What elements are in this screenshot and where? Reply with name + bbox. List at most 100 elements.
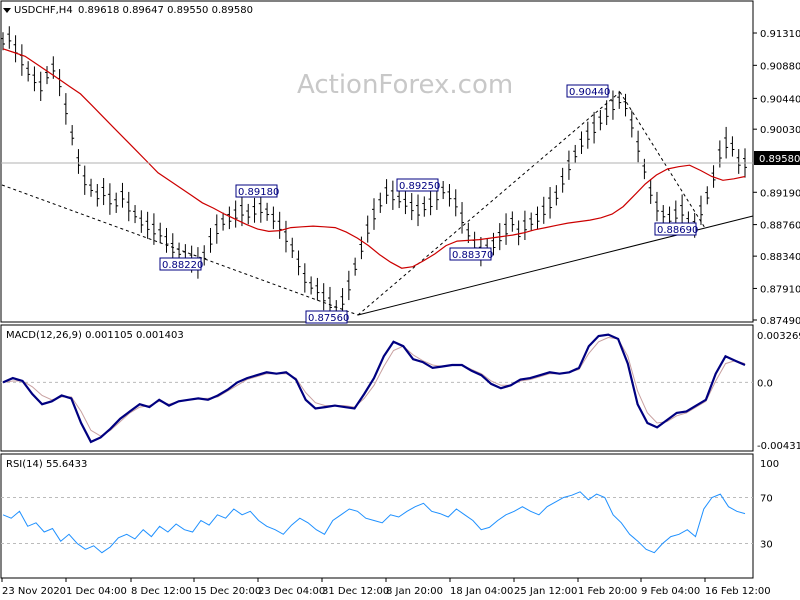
price-bar [384,179,389,204]
price-bar [447,184,452,207]
current-price-marker [754,151,800,165]
x-tick-label: 1 Feb 20:00 [578,586,637,597]
price-bar [466,222,471,243]
price-bar [32,66,37,92]
price-series-layer [1,26,753,321]
x-tick-label: 23 Nov 2020 [2,586,66,597]
price-bar [63,93,68,125]
price-bar [453,189,458,217]
price-bar [246,203,251,225]
price-bar [139,210,144,233]
price-bar [101,178,106,206]
macd-panel-frame [0,324,754,452]
price-bar [133,205,138,224]
price-annotation-box: 0.88690 [654,222,698,236]
x-tick-label: 25 Jan 12:00 [514,586,577,597]
price-bar [416,194,421,227]
price-bar [390,180,395,210]
price-bar [164,227,169,253]
price-bar [283,220,288,253]
current-price-label: 0.89580 [759,154,800,165]
price-bar [95,184,100,207]
price-bar [680,194,685,227]
price-bar [510,211,515,232]
price-bar [548,187,553,219]
price-bar [441,181,446,200]
svg-text:0.87560: 0.87560 [308,313,349,324]
price-annotation-box: 0.90440 [566,84,610,98]
price-bar [252,197,257,223]
ohlc-label: 0.89618 0.89647 0.89550 0.89580 [78,5,253,16]
price-bar [422,196,427,217]
price-bar [579,131,584,154]
price-bar [648,179,653,204]
zigzag-b [619,91,706,229]
price-bar [290,237,295,259]
price-bar [516,220,521,246]
price-bar [378,192,383,213]
price-bar [566,150,571,180]
price-bar [541,196,546,224]
x-tick-label: 31 Dec 12:00 [322,586,389,597]
x-tick-label: 16 Feb 12:00 [705,586,771,597]
price-bar [1,32,5,51]
price-bar [214,214,219,244]
macd-y-tick-label: -0.004316 [757,441,800,452]
price-bar [38,71,43,102]
price-bar [114,192,119,213]
price-bar [346,270,351,301]
price-bar [535,206,540,230]
macd-y-tick-label: 0.0 [757,378,773,389]
rsi-header: RSI(14) 55.6433 [6,459,87,470]
svg-text:0.88690: 0.88690 [657,225,698,236]
price-annotation-box: 0.88370 [449,247,493,261]
axes-layer: 0.91310 0.90880 0.90440 0.90030 0.89190 0.887… [1,29,800,597]
price-bar [239,194,244,227]
price-annotation-box: 0.87560 [305,310,349,324]
price-bar [736,149,741,174]
rsi-y-tick-label: 30 [760,540,773,551]
price-bar [353,257,358,276]
price-bar [315,277,320,301]
macd-header: MACD(12,26,9) 0.001105 0.001403 [6,330,184,341]
price-bar [397,190,402,209]
price-y-tick-label: 0.89190 [760,188,800,199]
price-annotation-box: 0.89250 [396,178,440,192]
price-bar [107,183,112,215]
moving-average-line [2,48,746,269]
price-bar [340,288,345,313]
x-tick-label: 9 Feb 04:00 [641,586,700,597]
price-bar [309,276,314,295]
price-bar [428,190,433,216]
price-bar [610,90,615,120]
price-bar [598,110,603,131]
price-bar [724,126,729,159]
price-bar [522,210,527,240]
price-bar [158,222,163,243]
price-bar [529,212,534,231]
price-y-tick-label: 0.91310 [760,29,800,40]
price-bar [573,144,578,163]
price-y-tick-label: 0.90440 [760,94,800,105]
svg-text:0.89180: 0.89180 [238,187,279,198]
price-bar [70,125,75,146]
price-bar [202,245,207,266]
price-annotation-box: 0.89180 [235,184,279,198]
price-bar [302,263,307,293]
price-bar [661,205,666,224]
price-bar [491,232,496,256]
rsi-line [2,491,746,554]
price-bar [151,213,156,245]
price-bar [26,61,31,82]
price-bar [654,191,659,222]
price-bar [730,136,735,157]
price-bar [227,206,232,230]
price-bar [145,211,150,239]
x-tick-label: 8 Dec 12:00 [131,586,192,597]
price-bar [460,202,465,234]
dropdown-triangle-icon[interactable] [3,8,11,13]
svg-text:0.88220: 0.88220 [162,260,203,271]
price-bar [705,186,710,205]
svg-text:0.90440: 0.90440 [569,87,610,98]
